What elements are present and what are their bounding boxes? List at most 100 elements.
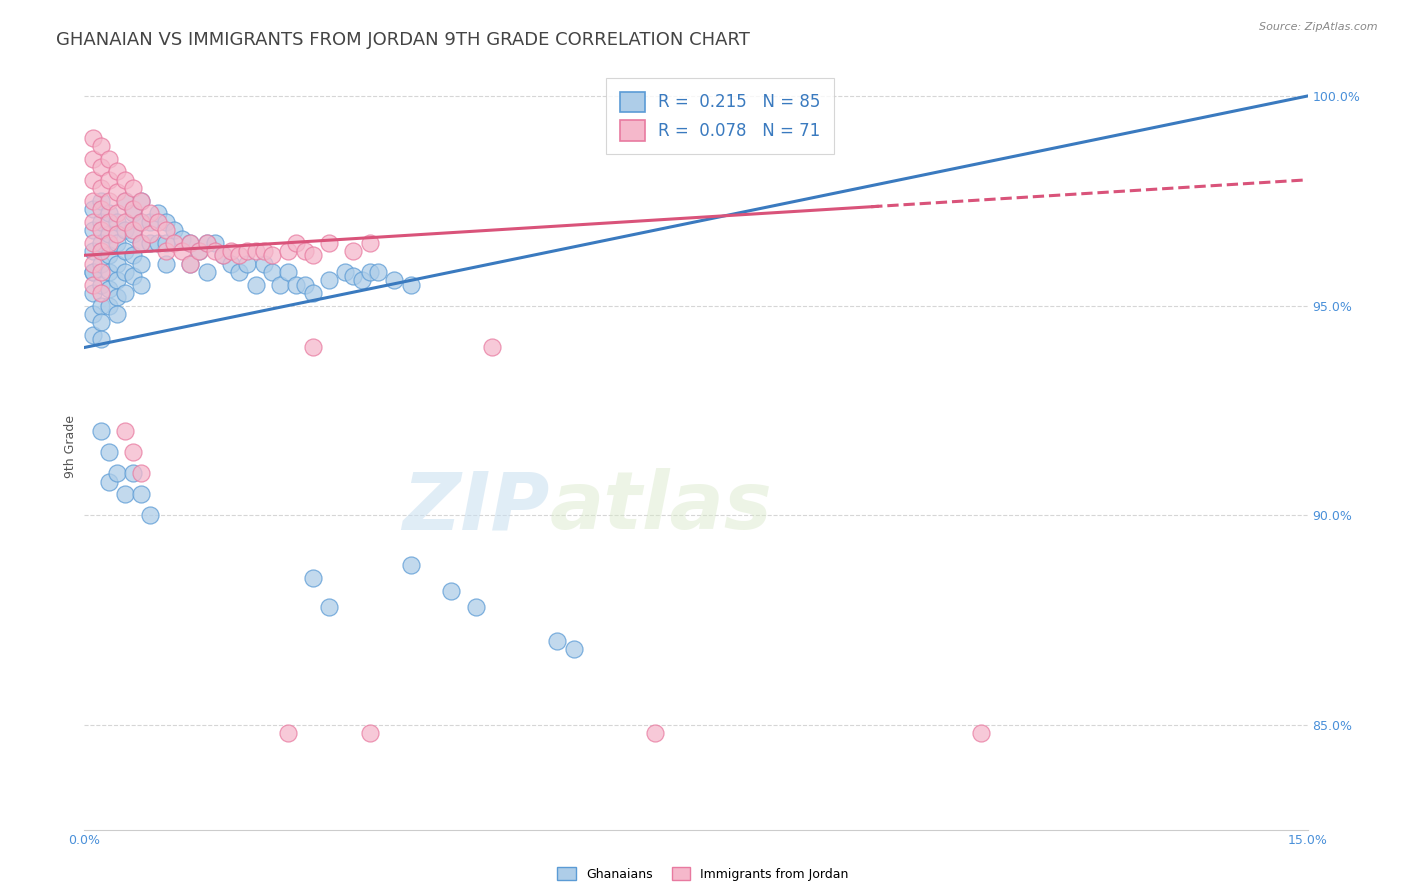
Point <box>105 290 128 304</box>
Point <box>294 244 316 258</box>
Point <box>253 257 276 271</box>
Point <box>131 194 153 208</box>
Point <box>342 244 364 258</box>
Point <box>131 235 153 250</box>
Point <box>90 285 112 300</box>
Point <box>97 215 120 229</box>
Point <box>163 223 186 237</box>
Point <box>277 265 299 279</box>
Point <box>90 299 112 313</box>
Point <box>90 265 112 279</box>
Point <box>131 235 153 250</box>
Point <box>122 206 145 220</box>
Point <box>131 467 153 481</box>
Point <box>155 244 177 258</box>
Text: Source: ZipAtlas.com: Source: ZipAtlas.com <box>1260 22 1378 32</box>
Point <box>90 257 112 271</box>
Point <box>90 315 112 329</box>
Point <box>318 600 340 615</box>
Point <box>219 244 242 258</box>
Legend: Ghanaians, Immigrants from Jordan: Ghanaians, Immigrants from Jordan <box>553 863 853 886</box>
Point <box>285 277 308 292</box>
Point <box>82 223 104 237</box>
Point <box>179 257 201 271</box>
Point <box>253 244 276 258</box>
Point <box>82 235 104 250</box>
Point <box>179 235 201 250</box>
Point <box>90 223 112 237</box>
Point <box>163 235 186 250</box>
Point <box>82 194 104 208</box>
Point <box>277 726 299 740</box>
Point <box>228 265 250 279</box>
Point <box>562 642 585 657</box>
Point <box>301 248 323 262</box>
Point <box>122 227 145 242</box>
Point <box>155 215 177 229</box>
Point <box>122 445 145 459</box>
Point <box>146 235 169 250</box>
Point <box>105 257 128 271</box>
Point <box>105 307 128 321</box>
Point <box>970 726 993 740</box>
Point <box>90 215 112 229</box>
Point <box>82 202 104 216</box>
Point <box>359 265 381 279</box>
Point <box>301 285 323 300</box>
Point <box>236 257 259 271</box>
Point <box>97 248 120 262</box>
Point <box>464 600 486 615</box>
Point <box>105 235 128 250</box>
Point <box>97 152 120 166</box>
Point <box>90 194 112 208</box>
Point <box>146 206 169 220</box>
Point <box>97 235 120 250</box>
Point <box>82 131 104 145</box>
Point <box>318 235 340 250</box>
Point <box>97 194 120 208</box>
Point <box>105 164 128 178</box>
Point <box>90 235 112 250</box>
Point <box>179 257 201 271</box>
Point <box>105 467 128 481</box>
Point <box>97 173 120 187</box>
Point <box>122 202 145 216</box>
Point <box>105 273 128 287</box>
Point <box>131 215 153 229</box>
Point <box>195 235 218 250</box>
Point <box>97 206 120 220</box>
Point <box>212 248 235 262</box>
Point <box>131 194 153 208</box>
Point <box>122 181 145 195</box>
Point <box>350 273 373 287</box>
Point <box>546 634 568 648</box>
Point <box>138 227 160 242</box>
Point <box>644 726 666 740</box>
Point <box>114 173 136 187</box>
Point <box>212 248 235 262</box>
Point <box>359 235 381 250</box>
Point <box>114 194 136 208</box>
Point <box>342 269 364 284</box>
Point <box>204 244 226 258</box>
Point <box>219 257 242 271</box>
Point <box>122 248 145 262</box>
Point <box>260 248 283 262</box>
Point <box>82 265 104 279</box>
Point <box>138 508 160 523</box>
Point <box>399 277 422 292</box>
Point <box>195 265 218 279</box>
Point <box>294 277 316 292</box>
Point <box>90 277 112 292</box>
Point <box>105 215 128 229</box>
Point <box>82 277 104 292</box>
Point <box>155 223 177 237</box>
Point <box>90 425 112 439</box>
Point <box>90 332 112 346</box>
Point <box>155 257 177 271</box>
Point <box>138 206 160 220</box>
Point <box>440 583 463 598</box>
Y-axis label: 9th Grade: 9th Grade <box>65 415 77 477</box>
Point <box>114 487 136 501</box>
Point <box>131 215 153 229</box>
